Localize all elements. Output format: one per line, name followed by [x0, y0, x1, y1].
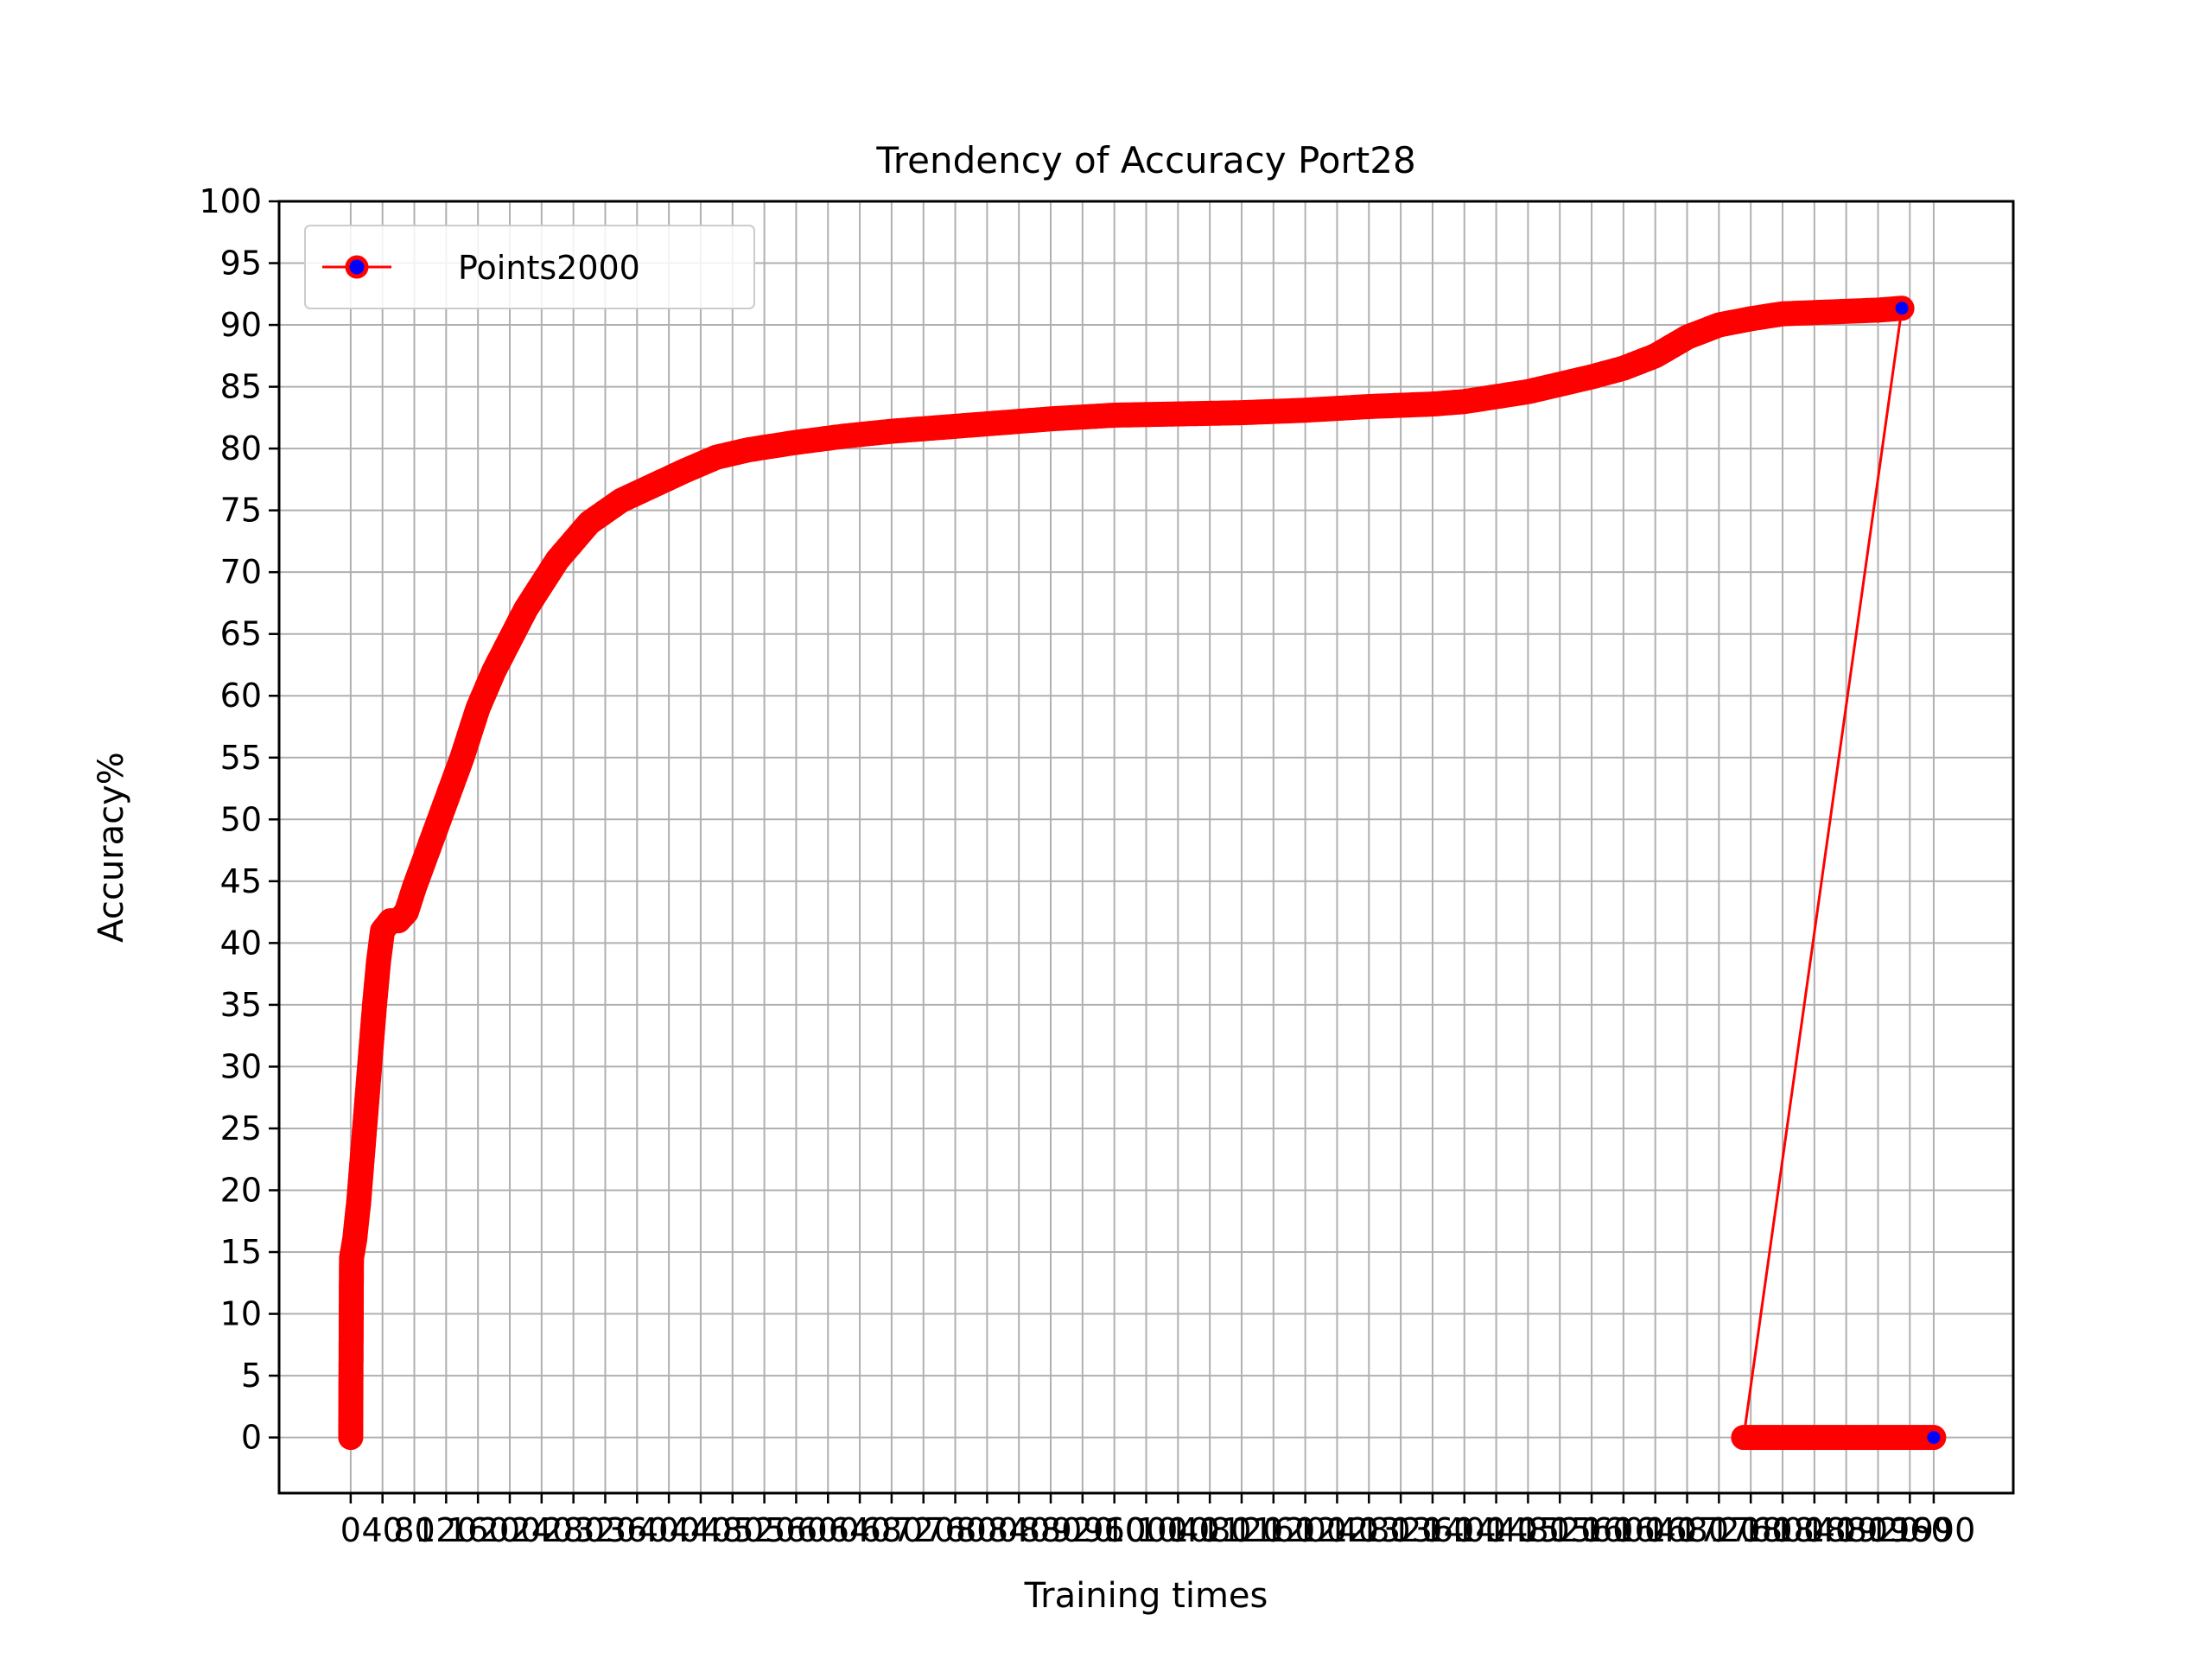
x-tick-label: 1520: [1518, 1511, 1602, 1549]
y-tick-label: 60: [220, 677, 262, 715]
x-tick-label: 760: [924, 1511, 987, 1549]
y-tick-label: 55: [220, 739, 262, 777]
y-axis-label: Accuracy%: [92, 752, 131, 943]
x-tick-label: 1480: [1486, 1511, 1570, 1549]
x-tick-label: 320: [574, 1511, 637, 1549]
x-tick-label: 440: [670, 1511, 733, 1549]
x-tick-label: 280: [542, 1511, 605, 1549]
x-tick-label: 600: [797, 1511, 860, 1549]
x-tick-label: 40: [362, 1511, 404, 1549]
x-tick-label: 80: [393, 1511, 435, 1549]
x-tick-label: 240: [511, 1511, 574, 1549]
x-tick-label: 880: [1020, 1511, 1083, 1549]
chart-title: Trendency of Accuracy Port28: [875, 139, 1415, 181]
y-tick-label: 50: [220, 800, 262, 838]
y-tick-label: 35: [220, 986, 262, 1024]
x-tick-label: 120: [415, 1511, 478, 1549]
y-tick-label: 80: [220, 429, 262, 467]
x-tick-label: 200: [479, 1511, 542, 1549]
x-tick-label: 960: [1083, 1511, 1146, 1549]
x-tick-label: 1360: [1391, 1511, 1475, 1549]
y-tick-label: 45: [220, 862, 262, 900]
x-tick-label: 1320: [1359, 1511, 1443, 1549]
x-tick-label: 1760: [1709, 1511, 1793, 1549]
x-tick-label: 1000: [1104, 1511, 1188, 1549]
x-tick-label: 560: [765, 1511, 828, 1549]
y-tick-label: 0: [241, 1419, 262, 1457]
y-tick-label: 85: [220, 368, 262, 406]
x-tick-label: 160: [447, 1511, 510, 1549]
legend-marker-sample: [345, 255, 369, 279]
x-tick-label: 1680: [1645, 1511, 1729, 1549]
x-tick-label: 800: [956, 1511, 1019, 1549]
x-tick-label: 1800: [1741, 1511, 1825, 1549]
y-tick-label: 100: [199, 182, 262, 220]
x-tick-label: 1880: [1804, 1511, 1888, 1549]
y-tick-label: 25: [220, 1109, 262, 1147]
x-tick-label: 1560: [1550, 1511, 1634, 1549]
x-tick-label: 920: [1052, 1511, 1115, 1549]
x-tick-label: 640: [829, 1511, 892, 1549]
x-tick-label: 680: [861, 1511, 924, 1549]
x-tick-label: 0: [340, 1511, 361, 1549]
x-tick-label: 1080: [1168, 1511, 1252, 1549]
x-tick-label: 400: [638, 1511, 701, 1549]
y-tick-label: 65: [220, 615, 262, 653]
x-tick-label: 1920: [1836, 1511, 1920, 1549]
x-tick-label: 480: [702, 1511, 765, 1549]
grid: [279, 200, 2013, 1493]
y-tick-label: 90: [220, 306, 262, 344]
y-tick-label: 30: [220, 1047, 262, 1085]
data-point: [1889, 296, 1915, 321]
y-axis: 0 5 10 15 20 25 30 35 40 45 50 55 60 65 70 75 80 85 90 95 10…: [199, 182, 279, 1457]
y-tick-label: 5: [241, 1357, 262, 1395]
x-tick-label: 1400: [1422, 1511, 1506, 1549]
y-tick-label: 20: [220, 1171, 262, 1209]
x-tick-label: 1640: [1613, 1511, 1697, 1549]
x-tick-label: 1960: [1868, 1511, 1952, 1549]
y-tick-label: 40: [220, 924, 262, 962]
y-tick-label: 10: [220, 1295, 262, 1333]
x-tick-label: 1120: [1200, 1511, 1284, 1549]
legend-entry-label: Points2000: [458, 249, 640, 287]
series-layer: [338, 296, 1947, 1451]
y-tick-label: 75: [220, 492, 262, 530]
x-tick-label: 1720: [1677, 1511, 1761, 1549]
x-tick-label: 1600: [1582, 1511, 1666, 1549]
x-tick-label: 720: [892, 1511, 955, 1549]
x-tick-label: 360: [606, 1511, 669, 1549]
x-axis: 0 408012016020024028032036040044048052056…: [340, 1493, 1976, 1549]
x-tick-label: 1280: [1327, 1511, 1411, 1549]
x-tick-label: 1160: [1231, 1511, 1315, 1549]
x-tick-label: 1240: [1295, 1511, 1379, 1549]
data-point: [1921, 1425, 1947, 1451]
legend: Points2000: [304, 225, 755, 309]
x-tick-label: 1200: [1263, 1511, 1347, 1549]
x-tick-label: 840: [988, 1511, 1051, 1549]
x-tick-label: 520: [733, 1511, 796, 1549]
y-tick-label: 15: [220, 1233, 262, 1271]
x-axis-label: Training times: [1024, 1576, 1268, 1616]
x-tick-label: 1440: [1454, 1511, 1538, 1549]
y-tick-label: 70: [220, 553, 262, 591]
x-tick-label: 1840: [1772, 1511, 1856, 1549]
y-tick-label: 95: [220, 245, 262, 283]
legend-box: [304, 225, 755, 309]
x-tick-label: 1990: [1892, 1511, 1976, 1549]
x-tick-label: 1040: [1136, 1511, 1220, 1549]
